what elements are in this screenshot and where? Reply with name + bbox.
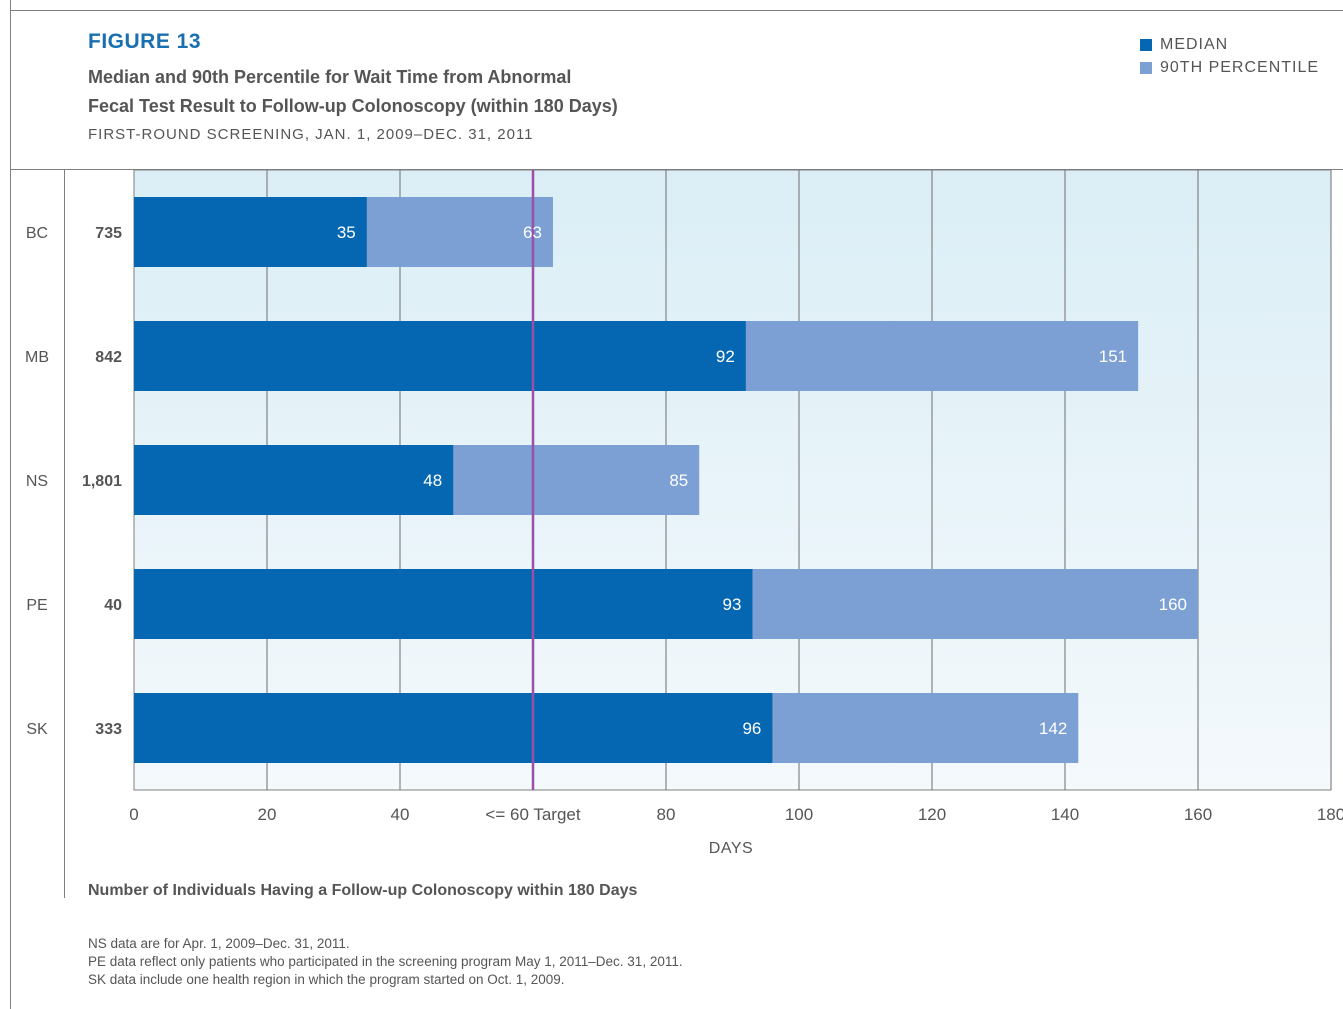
- count-value: 842: [95, 349, 122, 366]
- x-axis-title: DAYS: [708, 840, 754, 857]
- legend-label-median: MEDIAN: [1160, 35, 1229, 53]
- category-label: BC: [26, 225, 48, 242]
- x-tick-label: 40: [391, 805, 410, 824]
- footnotes: NS data are for Apr. 1, 2009–Dec. 31, 20…: [88, 935, 683, 989]
- data-label-median: 48: [423, 471, 442, 490]
- data-label-median: 96: [742, 719, 761, 738]
- x-tick-label: 20: [258, 805, 277, 824]
- figure-label: FIGURE 13: [88, 30, 202, 53]
- legend: MEDIAN 90TH PERCENTILE: [1140, 33, 1319, 79]
- chart-title-line-1: Median and 90th Percentile for Wait Time…: [88, 67, 572, 87]
- data-label-90th-percentile: 63: [523, 223, 542, 242]
- bar-median: [134, 693, 773, 763]
- labels: 0 20 40 <= 60 Target 80 100 120 140 160 180 35 63 BC…: [25, 223, 1343, 824]
- x-tick-label: 0: [129, 805, 138, 824]
- data-label-median: 92: [716, 347, 735, 366]
- footnote-pe: PE data reflect only patients who partic…: [88, 954, 683, 969]
- bar-median: [134, 321, 746, 391]
- chart-subtitle: FIRST-ROUND SCREENING, JAN. 1, 2009–DEC.…: [88, 126, 534, 143]
- footnote-sk: SK data include one health region in whi…: [88, 972, 565, 987]
- legend-item-90th-percentile: 90TH PERCENTILE: [1140, 56, 1319, 79]
- count-value: 333: [95, 721, 122, 738]
- chart-title: Median and 90th Percentile for Wait Time…: [88, 63, 808, 121]
- footnote-ns: NS data are for Apr. 1, 2009–Dec. 31, 20…: [88, 936, 350, 951]
- legend-swatch-median: [1140, 38, 1152, 51]
- frame-top-border: [10, 10, 1343, 11]
- count-value: 1,801: [82, 473, 122, 490]
- data-label-median: 35: [337, 223, 356, 242]
- x-tick-label: 140: [1051, 805, 1079, 824]
- x-tick-label: 120: [918, 805, 946, 824]
- frame-left-border: [10, 0, 11, 1009]
- legend-swatch-90th-percentile: [1140, 61, 1152, 74]
- x-tick-label: 160: [1184, 805, 1212, 824]
- category-label: NS: [26, 473, 48, 490]
- x-tick-label: <= 60 Target: [485, 805, 580, 824]
- count-column-divider: [64, 170, 65, 898]
- legend-item-median: MEDIAN: [1140, 33, 1319, 56]
- data-label-90th-percentile: 142: [1039, 719, 1067, 738]
- count-value: 40: [104, 597, 122, 614]
- data-label-90th-percentile: 160: [1159, 595, 1187, 614]
- count-caption: Number of Individuals Having a Follow-up…: [88, 882, 638, 899]
- bar-median: [134, 197, 367, 267]
- count-value: 735: [95, 225, 122, 242]
- chart-title-line-2: Fecal Test Result to Follow-up Colonosco…: [88, 96, 618, 116]
- data-label-median: 93: [723, 595, 742, 614]
- data-label-90th-percentile: 85: [669, 471, 688, 490]
- x-tick-label: 80: [657, 805, 676, 824]
- bars: [134, 197, 1198, 763]
- category-label: MB: [25, 349, 49, 366]
- data-label-90th-percentile: 151: [1099, 347, 1127, 366]
- bar-median: [134, 569, 753, 639]
- category-label: PE: [26, 597, 47, 614]
- x-tick-label: 180: [1317, 805, 1343, 824]
- x-tick-label: 100: [785, 805, 813, 824]
- legend-label-90th-percentile: 90TH PERCENTILE: [1160, 58, 1320, 76]
- bar-chart: 0 20 40 <= 60 Target 80 100 120 140 160 180 35 63 BC…: [25, 169, 1343, 824]
- category-label: SK: [26, 721, 48, 738]
- bar-median: [134, 445, 454, 515]
